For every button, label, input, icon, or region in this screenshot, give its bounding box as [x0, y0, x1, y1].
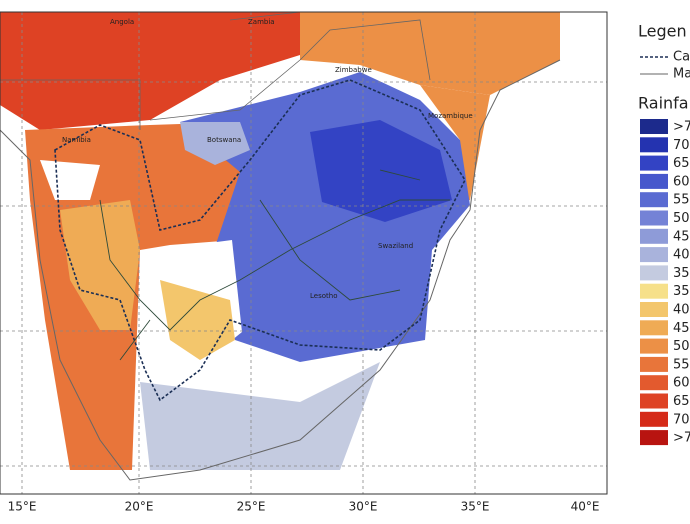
rivers — [99, 169, 450, 361]
legend-label: 50 — [673, 211, 690, 226]
rain-area — [160, 280, 235, 360]
legend-label: 60 — [673, 174, 690, 189]
borders — [0, 11, 431, 130]
legend-label: >7 — [673, 120, 690, 135]
dry-area — [40, 160, 100, 200]
legend-label: 35 — [673, 266, 690, 281]
legend-subtitle: Rainfa — [638, 94, 689, 113]
legend-label: 55 — [673, 193, 690, 208]
coastline — [0, 59, 561, 481]
legend-swatch — [640, 155, 668, 171]
country-label: Mozambique — [428, 112, 473, 120]
legend-swatch — [640, 228, 668, 244]
legend-label: 50 — [673, 339, 690, 354]
rain-area — [60, 200, 140, 330]
rain-area — [310, 120, 452, 222]
legend-swatch — [640, 430, 668, 446]
legend-label: 70 — [673, 138, 690, 153]
rain-area — [300, 12, 560, 95]
rain-area — [140, 362, 380, 470]
longitude-label: 40°E — [571, 500, 600, 514]
legend-swatch — [640, 338, 668, 354]
legend-label: 40 — [673, 248, 690, 263]
legend-swatch — [640, 356, 668, 372]
rain-area — [180, 122, 250, 165]
map-area — [0, 11, 608, 495]
legend-swatch — [640, 137, 668, 153]
legend-label: 65 — [673, 394, 690, 409]
legend-label: 60 — [673, 376, 690, 391]
country-label: Zimbabwe — [335, 66, 372, 74]
rain-area — [0, 12, 300, 130]
longitude-label: 25°E — [237, 500, 266, 514]
legend-swatch — [640, 393, 668, 409]
legend-label: 45 — [673, 229, 690, 244]
legend-title: Legen — [638, 22, 687, 41]
legend-swatch — [640, 210, 668, 226]
catchment-outline — [54, 79, 466, 402]
rain-area — [420, 85, 490, 205]
legend-label: Ma — [673, 67, 690, 82]
country-label: Botswana — [207, 136, 241, 144]
country-label: Lesotho — [310, 292, 337, 300]
legend-label: 45 — [673, 321, 690, 336]
longitude-label: 30°E — [349, 500, 378, 514]
legend-label: >7 — [673, 431, 690, 446]
longitude-labels: 15°E 20°E 25°E 30°E 35°E 40°E — [8, 500, 600, 514]
legend-swatch — [640, 192, 668, 208]
legend-label: 40 — [673, 303, 690, 318]
legend-swatch — [640, 411, 668, 427]
legend-swatch — [640, 302, 668, 317]
country-label: Zambia — [248, 18, 275, 26]
country-label: Swaziland — [378, 242, 413, 250]
map-frame — [0, 11, 608, 495]
graticule — [0, 12, 607, 494]
legend-swatch — [640, 119, 668, 134]
legend-swatch — [640, 247, 668, 263]
legend: Legen Ca Ma Rainfa >7 70 65 60 55 50 45 40 35 35 4… — [638, 22, 690, 446]
country-label: Namibia — [62, 136, 91, 144]
longitude-label: 20°E — [125, 500, 154, 514]
longitude-label: 35°E — [461, 500, 490, 514]
legend-label: 65 — [673, 156, 690, 171]
country-label: Angola — [110, 18, 134, 26]
legend-label: 35 — [673, 284, 690, 299]
legend-swatch — [640, 173, 668, 189]
legend-label: Ca — [673, 50, 690, 65]
legend-label: 55 — [673, 357, 690, 372]
legend-swatch — [640, 375, 668, 391]
legend-swatch — [640, 283, 668, 299]
legend-swatch — [640, 265, 668, 281]
longitude-label: 15°E — [8, 500, 37, 514]
legend-label: 70 — [673, 412, 690, 427]
legend-swatch — [640, 320, 668, 336]
country-labels: Angola Zambia Zimbabwe Mozambique Namibia Bot… — [62, 18, 473, 300]
